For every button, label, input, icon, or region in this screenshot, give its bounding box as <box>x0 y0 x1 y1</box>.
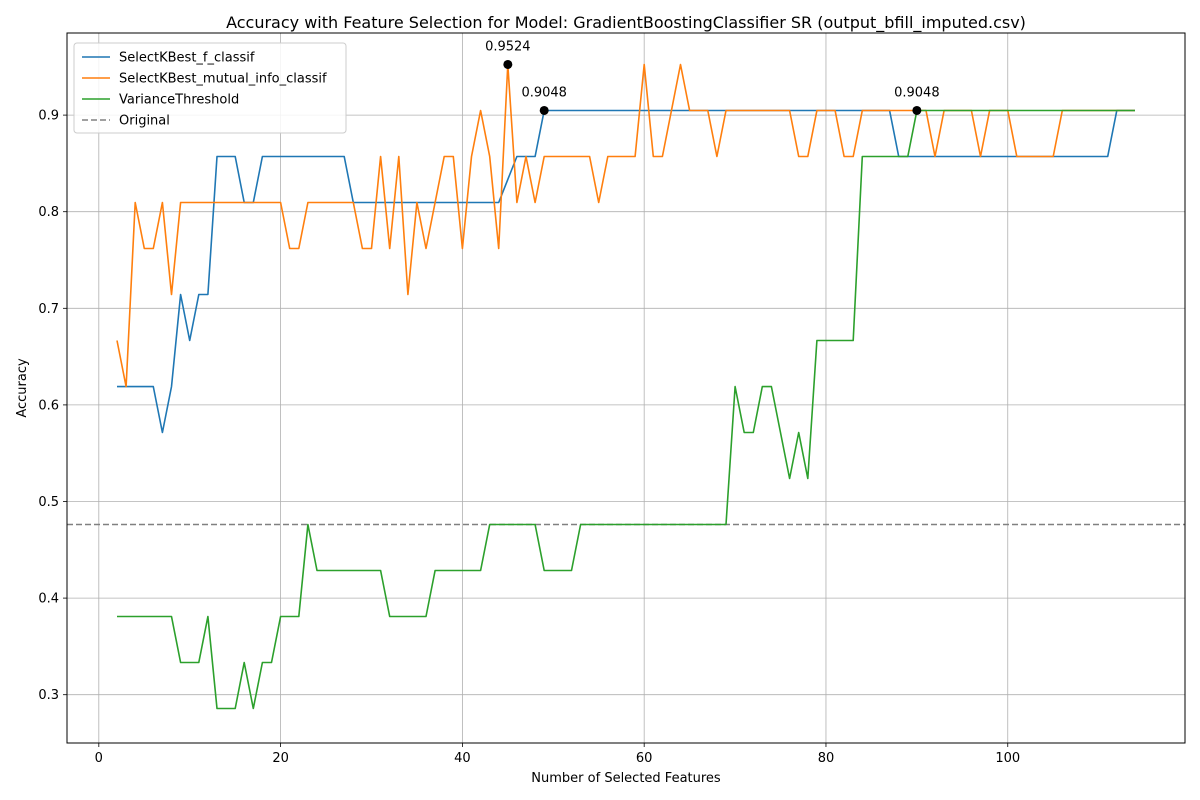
y-axis-label: Accuracy <box>15 358 30 418</box>
x-tick-label: 40 <box>454 751 471 766</box>
x-axis-label: Number of Selected Features <box>531 771 721 786</box>
legend: SelectKBest_f_classif SelectKBest_mutual_… <box>73 42 347 134</box>
legend-entry-label: VarianceThreshold <box>119 93 239 108</box>
grid <box>67 33 1185 743</box>
annotation-point <box>539 105 549 115</box>
x-tick-label: 60 <box>636 751 653 766</box>
annotation-point <box>912 105 922 115</box>
y-tick-label: 0.6 <box>38 398 59 413</box>
y-tick-label: 0.8 <box>38 205 59 220</box>
x-tick-label: 0 <box>95 751 103 766</box>
x-tick-label: 100 <box>995 751 1020 766</box>
series-line-selectkbest-mutual-info-classif <box>116 63 1135 388</box>
axis-ticks: 0 20 40 60 80 100 0.3 0.4 0.5 0.6 0.7 0.8 0.9 <box>38 109 1020 766</box>
legend-entry-label: SelectKBest_f_classif <box>119 51 255 66</box>
annotation-point <box>503 59 513 69</box>
series-group <box>116 63 1135 710</box>
annotation-label: 0.9524 <box>485 39 531 54</box>
series-line-selectkbest-f-classif <box>117 109 1135 434</box>
x-tick-label: 80 <box>818 751 835 766</box>
y-tick-label: 0.5 <box>38 495 59 510</box>
y-tick-label: 0.7 <box>38 302 59 317</box>
plot-area-frame <box>66 32 1186 744</box>
legend-entry-label: Original <box>119 114 170 129</box>
series-line-variancethreshold <box>117 109 1135 710</box>
annotation-label: 0.9048 <box>521 85 567 100</box>
annotation-group: 0.9524 0.9048 0.9048 <box>485 39 940 115</box>
legend-box <box>73 42 347 134</box>
y-tick-label: 0.9 <box>38 109 59 124</box>
y-tick-label: 0.4 <box>38 592 59 607</box>
legend-entry-label: SelectKBest_mutual_info_classif <box>119 72 327 87</box>
chart-title: Accuracy with Feature Selection for Mode… <box>226 13 1026 33</box>
annotation-label: 0.9048 <box>894 85 940 100</box>
y-tick-label: 0.3 <box>38 688 59 703</box>
x-tick-label: 20 <box>272 751 289 766</box>
